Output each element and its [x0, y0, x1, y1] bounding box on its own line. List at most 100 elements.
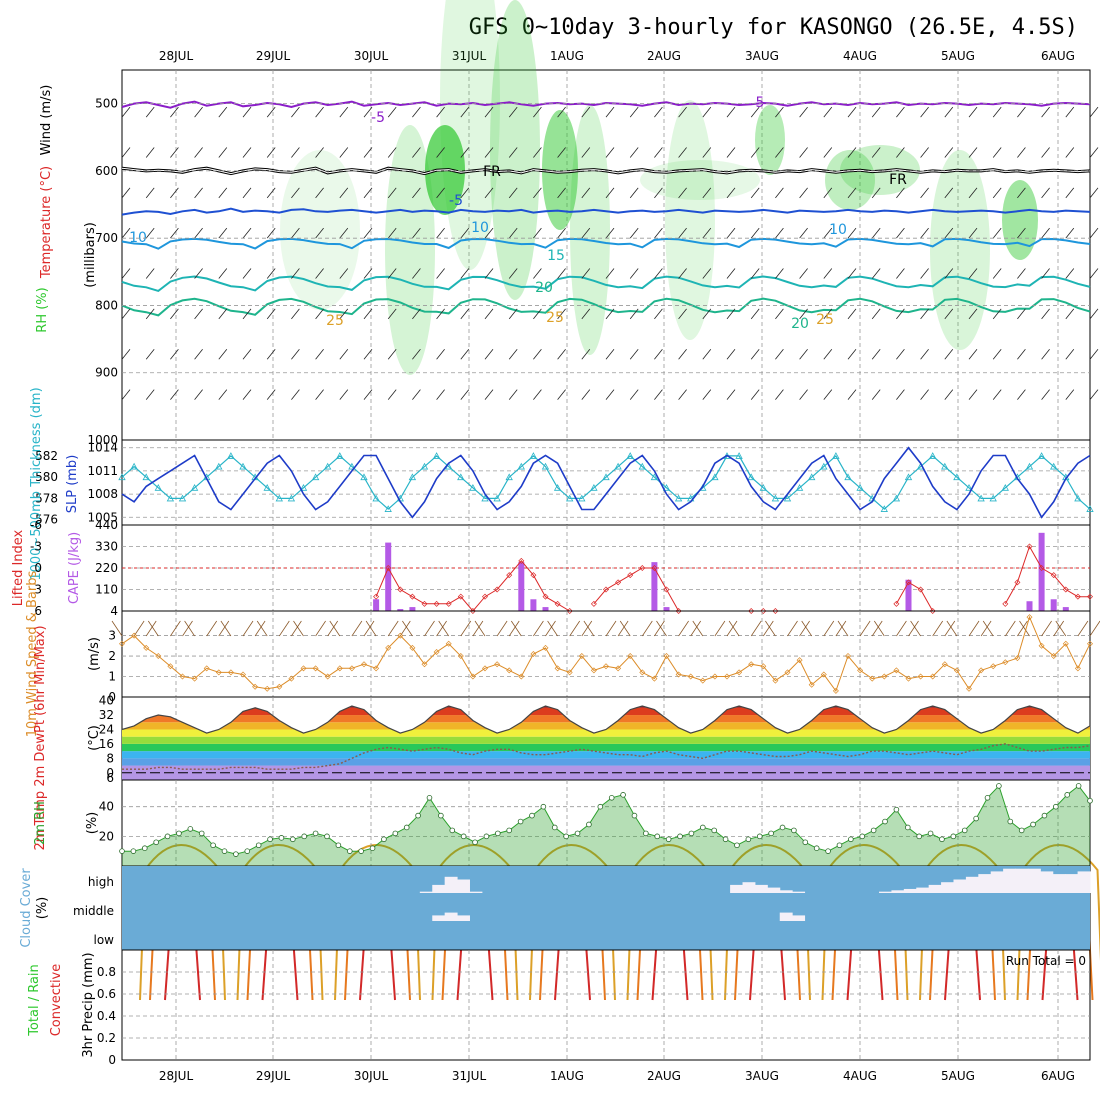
wind-barb — [484, 268, 494, 279]
cape-bar — [1062, 607, 1069, 611]
wind-barb — [678, 268, 687, 279]
wind-barb — [920, 187, 929, 199]
bottom-date-label: 30JUL — [354, 1069, 389, 1083]
wind-barb — [533, 308, 542, 320]
wind-barb — [605, 268, 615, 279]
lifted-index-point — [929, 608, 936, 614]
wind-barb — [823, 227, 833, 239]
cloud-high-bar — [891, 890, 905, 893]
thickness-point — [348, 462, 356, 470]
top-date-label: 1AUG — [550, 49, 584, 63]
cloud-high-bar — [928, 884, 942, 893]
wind-barb — [484, 308, 494, 320]
wind10m-barb — [329, 620, 341, 637]
panel-rh: 20 40 2m RH (%) — [33, 779, 1093, 867]
bottom-date-label: 3AUG — [745, 1069, 779, 1083]
wind-barb — [460, 308, 470, 320]
rh2m-point — [187, 826, 194, 832]
wind-barb — [750, 187, 760, 199]
wind-barb — [920, 227, 929, 239]
rh2m-point — [825, 848, 831, 854]
wind-barb — [1089, 349, 1099, 360]
temp-band — [122, 751, 1090, 759]
li-tick: 6 — [34, 604, 42, 618]
wind10m-point — [1074, 665, 1081, 672]
wind-barb — [387, 227, 397, 239]
wind-barb — [871, 308, 881, 320]
lifted-index-point — [627, 572, 634, 579]
wind-barb — [702, 349, 712, 360]
wind-barb — [121, 227, 131, 239]
wind10m-barb — [547, 620, 558, 637]
wind-barb — [605, 227, 615, 239]
wind-barb — [387, 389, 397, 400]
rh2m-tick: 40 — [99, 800, 114, 814]
temp-band — [122, 743, 1090, 752]
top-date-label: 4AUG — [843, 49, 877, 63]
wind-barb — [726, 147, 736, 158]
wind10m-point — [978, 667, 985, 674]
wind10m-barb — [801, 620, 813, 637]
wind-barb — [170, 227, 179, 239]
wind-barb — [968, 147, 978, 158]
wind-barb — [387, 349, 397, 360]
wind10m-point — [990, 663, 997, 670]
wind-barb — [1065, 187, 1075, 199]
y-label-rh: RH (%) — [35, 287, 50, 332]
rh2m-point — [643, 830, 649, 837]
wind-barb — [533, 268, 542, 279]
wind-barb — [896, 349, 905, 360]
wind-barb — [339, 308, 349, 320]
cloud-high-bar — [730, 884, 744, 893]
wind10m-point — [397, 632, 404, 639]
wind-barb — [339, 389, 349, 400]
wind10m-point — [639, 669, 646, 676]
cape-tick: 440 — [95, 518, 118, 532]
cape-bar — [373, 599, 380, 611]
wind-barb — [654, 227, 663, 239]
bottom-date-label: 2AUG — [647, 1069, 681, 1083]
wind-barb — [654, 389, 663, 400]
cloud-level-label: low — [94, 933, 115, 947]
wind10m-point — [409, 644, 416, 651]
cloud-middle-bar — [444, 912, 458, 921]
wind10m-point — [191, 675, 198, 682]
thickness-point — [820, 462, 828, 470]
wind-barb — [266, 268, 276, 279]
y-tick-mb: 1000 — [87, 433, 118, 447]
wind10m-point — [784, 669, 791, 676]
wind-barb — [387, 308, 397, 320]
wind-barb — [1017, 268, 1026, 279]
wind-barb — [170, 389, 179, 400]
rh-shading — [1002, 180, 1038, 260]
cape-bar — [905, 579, 912, 611]
wind-barb — [1065, 349, 1075, 360]
wind-barb — [726, 187, 736, 199]
wind-barb — [194, 268, 203, 279]
cloud-high-bar — [767, 887, 781, 893]
wind-barb — [339, 187, 349, 199]
wind-barb — [992, 187, 1002, 199]
cloud-high-bar — [1027, 868, 1041, 893]
wind-barb — [629, 227, 639, 239]
wind-barb — [799, 227, 808, 239]
thickness-point — [832, 452, 840, 459]
wind-barb — [799, 147, 808, 158]
rh2m-point — [654, 833, 661, 840]
thickness-point — [941, 462, 949, 470]
rh-shading — [665, 100, 715, 340]
wind-barb — [847, 106, 857, 118]
wind-barb — [775, 308, 784, 320]
thickness-point — [602, 473, 610, 481]
thickness-point — [481, 494, 489, 502]
rh2m-point — [540, 803, 547, 810]
wind-barb — [799, 268, 808, 279]
wind-barb — [121, 106, 131, 118]
lifted-index-point — [1026, 543, 1033, 550]
top-date-labels: 28JUL 29JUL 30JUL 31JUL 1AUG 2AUG 3AUG 4AUG 5AUG… — [159, 49, 1075, 63]
wind-barb — [436, 349, 445, 360]
wind-barb — [145, 308, 155, 320]
y-tick-mb: 800 — [95, 298, 118, 312]
cloud-middle-bar — [432, 915, 446, 921]
y-label-wind10m-unit: (m/s) — [87, 637, 102, 671]
